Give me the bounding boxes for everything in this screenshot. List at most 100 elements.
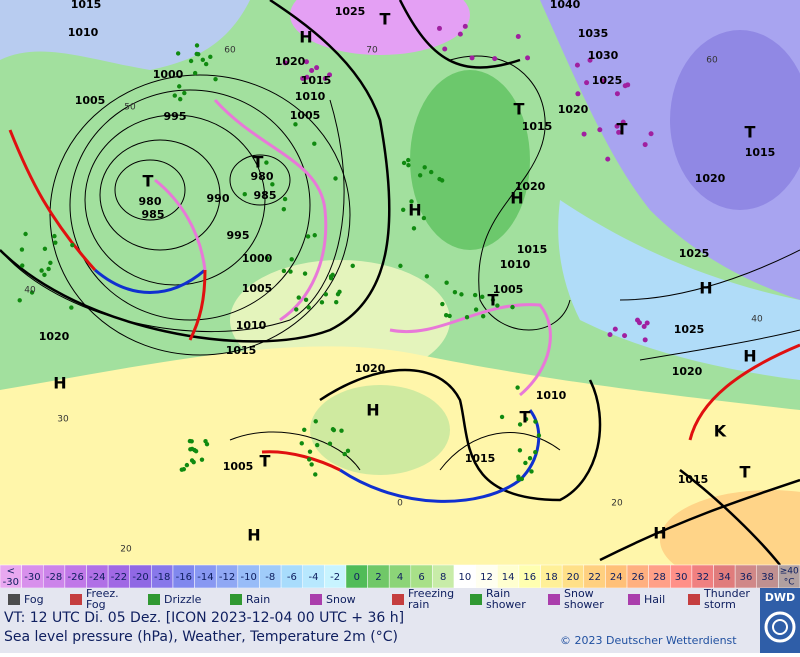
pressure-label: T [617,120,628,139]
legend-icon [230,594,242,605]
grid-label: 70 [366,46,378,56]
precip-dot [333,176,338,181]
pressure-label: 1020 [39,330,70,343]
valid-time: VT: 12 UTC Di. 05 Dez. [ICON 2023-12-04 … [4,610,404,626]
scale-label: -20 [132,572,148,583]
precip-dot [289,257,294,262]
pressure-label: 1020 [558,103,589,116]
snow-symbol [641,323,647,329]
snow-symbol [457,31,463,37]
legend-icon [8,594,20,605]
legend-icon [310,594,322,605]
isobar [49,74,351,356]
legend-icon [470,594,482,605]
precip-dot [315,442,320,448]
precip-dot [23,231,28,237]
isobar [84,114,266,286]
warm-front [261,450,341,472]
precip-dot [323,292,329,297]
grid-label: 60 [706,56,718,66]
scale-label: 4 [397,572,403,583]
precip-dot [444,280,449,285]
scale-label: -24 [89,572,105,583]
scale-label: -30 [3,577,19,588]
logo: DWD [765,591,795,604]
scandinavia [410,70,530,250]
legend-label: shower [486,598,526,611]
snow-symbol [469,55,475,61]
isobar [679,469,781,566]
main-isobars [0,0,800,566]
scale-label: -28 [46,572,62,583]
precip-dot [296,295,301,300]
legend-label: Fog [24,593,44,606]
grid-label: 50 [124,103,136,113]
scale-label: -18 [154,572,170,583]
scale-label: -22 [111,572,127,583]
precip-dot [299,441,304,446]
snow-symbol [314,65,320,71]
snow-symbol [612,326,618,332]
precip-dot [409,199,414,204]
snow-symbol [644,320,650,326]
precip-dot [327,441,333,446]
precip-dot [422,165,427,170]
grid-label: 0 [397,499,403,509]
pressure-label: 1010 [536,389,567,402]
pressure-label: 1015 [301,74,332,87]
pressure-label: 1005 [290,109,321,122]
pressure-label: 1015 [465,452,496,465]
pressure-label: 980 [139,195,162,208]
grid-label: 20 [611,499,623,509]
scale-label: 6 [418,572,424,583]
pressure-label: 1015 [517,243,548,256]
pressure-label: T [143,172,154,191]
precip-dot [429,169,434,175]
precip-dot [303,297,309,303]
pressure-label: T [745,123,756,142]
precip-dot [495,303,500,308]
snow-symbol [282,60,288,66]
description: Sea level pressure (hPa), Weather, Tempe… [4,629,398,645]
snow-symbol [600,78,606,84]
precip-dot [447,313,452,319]
precip-dot [42,272,47,278]
pressure-label: 1015 [678,473,709,486]
precip-dot [337,289,342,295]
precip-dot [312,141,317,146]
snow-symbol [575,91,581,97]
pressure-label: T [514,100,525,119]
precip-dot [306,305,311,310]
precip-dot [328,275,334,281]
isobar [599,478,800,562]
legend-label: Hail [644,593,665,606]
snow-symbol [581,131,587,137]
cool-band [558,200,800,380]
copyright: © 2023 Deutscher Wetterdienst [560,634,737,647]
precip-dot [529,469,534,474]
precip-dot [188,58,194,64]
scale-label: 34 [718,572,731,583]
precip-dot [281,268,287,274]
legend-label: Snow [326,593,356,606]
scale-label: 32 [696,572,709,583]
precip-dot [70,242,75,248]
snow-symbol [614,91,620,97]
snow-symbol [614,123,620,129]
grid-label: 60 [224,46,236,56]
precip-dot [194,43,200,48]
precip-dot [293,122,298,127]
legend-label: shower [564,598,604,611]
snow-symbol [436,25,442,31]
precip-dot [472,292,478,298]
precip-dot [312,233,317,238]
precip-dot [193,448,199,454]
pressure-label: 1005 [223,460,254,473]
pressure-label: 980 [251,170,274,183]
precip-dot [288,269,293,274]
snow-symbol [574,62,580,68]
snow-symbol [515,33,521,39]
pressure-label: T [260,452,271,471]
precip-dot [533,419,538,424]
